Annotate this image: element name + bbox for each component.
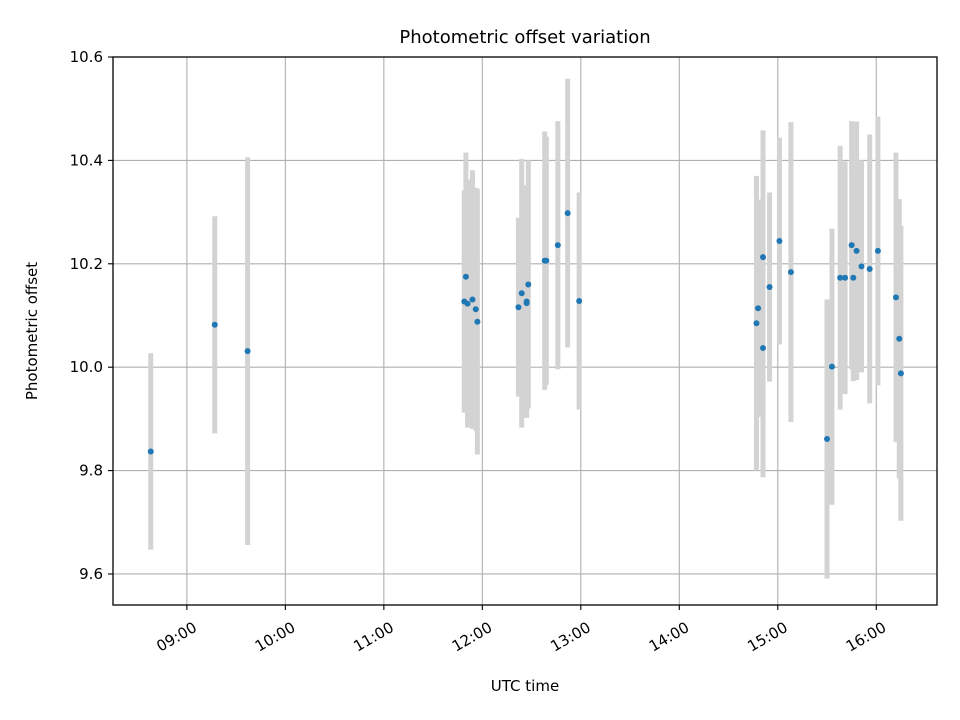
data-point (576, 298, 583, 305)
data-point (787, 269, 794, 276)
data-point (766, 284, 773, 291)
data-point (518, 290, 525, 297)
data-point (776, 238, 783, 245)
data-point (462, 273, 469, 280)
data-point (211, 321, 218, 328)
data-point (874, 247, 881, 254)
data-point (828, 363, 835, 370)
data-point (753, 320, 760, 327)
data-point (760, 345, 767, 352)
y-axis-title: Photometric offset (23, 262, 41, 400)
data-point (853, 247, 860, 254)
data-point (474, 318, 481, 325)
data-point (523, 298, 530, 305)
y-tick-label: 9.8 (79, 462, 103, 480)
data-point (543, 257, 550, 264)
data-point (755, 305, 762, 312)
data-point (554, 242, 561, 249)
data-point (564, 210, 571, 217)
data-point (147, 448, 154, 455)
data-point (525, 281, 532, 288)
data-point (472, 306, 479, 313)
y-tick-label: 9.6 (79, 565, 103, 583)
plot-frame (112, 56, 938, 606)
data-point (842, 274, 849, 281)
data-point (824, 436, 831, 443)
y-tick-label: 10.2 (70, 255, 103, 273)
data-point (848, 242, 855, 249)
y-axis-ticks: 9.6 9.8 10.0 10.2 10.4 10.6 (70, 48, 113, 583)
y-tick-label: 10.0 (70, 358, 103, 376)
data-point (850, 274, 857, 281)
y-tick-label: 10.4 (70, 151, 103, 169)
data-point (892, 294, 899, 301)
y-tick-label: 10.6 (70, 48, 103, 66)
data-point (244, 348, 251, 355)
chart-title: Photometric offset variation (399, 27, 650, 48)
data-point (896, 335, 903, 342)
data-point (897, 370, 904, 377)
x-axis-title: UTC time (491, 677, 559, 695)
data-point (469, 296, 476, 303)
data-point (837, 274, 844, 281)
data-point (858, 263, 865, 270)
data-point (760, 254, 767, 261)
data-point (515, 304, 522, 311)
data-point (866, 265, 873, 272)
data-points (147, 210, 904, 455)
data-point (464, 300, 471, 307)
